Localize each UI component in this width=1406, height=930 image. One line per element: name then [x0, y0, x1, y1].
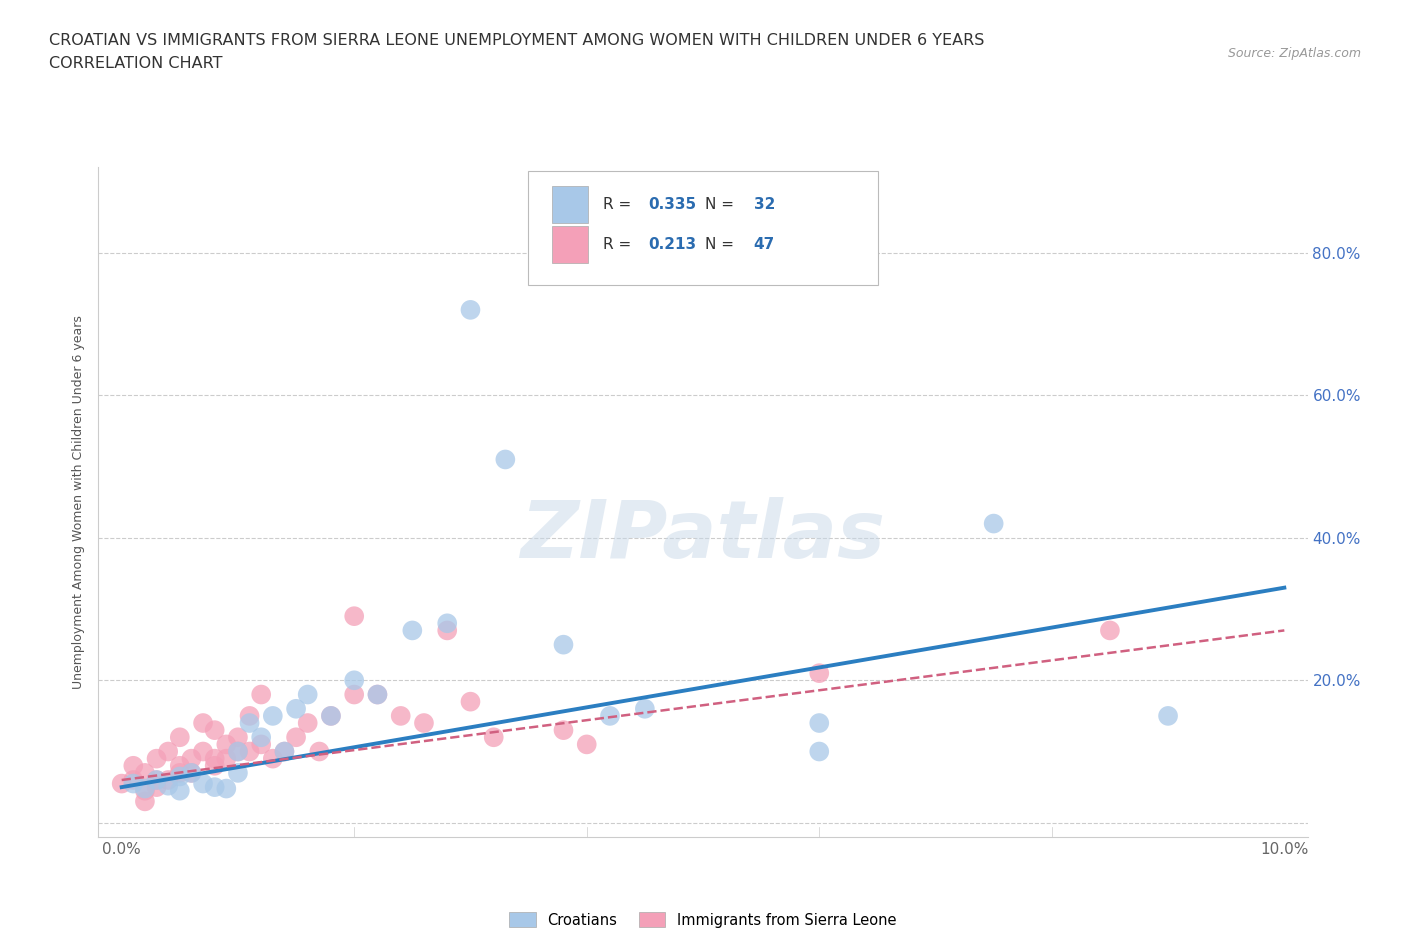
Text: N =: N = [706, 197, 740, 212]
Point [122, 758, 145, 773]
Point [134, 794, 156, 809]
Point [983, 516, 1005, 531]
Point [145, 779, 167, 794]
Point [308, 744, 330, 759]
Point [343, 609, 366, 624]
Point [180, 751, 202, 766]
Point [180, 765, 202, 780]
Point [215, 751, 238, 766]
Text: 0.213: 0.213 [648, 237, 697, 252]
FancyBboxPatch shape [553, 186, 588, 222]
FancyBboxPatch shape [553, 226, 588, 263]
Point [436, 623, 458, 638]
Point [250, 687, 273, 702]
Point [366, 687, 388, 702]
Point [180, 765, 202, 780]
Point [297, 715, 319, 730]
Point [553, 637, 575, 652]
Point [273, 744, 295, 759]
Point [157, 778, 180, 793]
Point [204, 779, 226, 794]
Text: Source: ZipAtlas.com: Source: ZipAtlas.com [1227, 46, 1361, 60]
Point [191, 744, 214, 759]
Point [262, 751, 284, 766]
Point [191, 715, 214, 730]
Point [204, 758, 226, 773]
Point [460, 302, 482, 317]
Point [169, 730, 191, 745]
Point [808, 666, 831, 681]
Point [215, 737, 238, 751]
Point [285, 701, 308, 716]
Point [634, 701, 657, 716]
Point [319, 709, 342, 724]
Point [226, 744, 249, 759]
Text: CORRELATION CHART: CORRELATION CHART [49, 56, 222, 71]
Point [215, 781, 238, 796]
FancyBboxPatch shape [527, 171, 879, 285]
Text: R =: R = [603, 197, 636, 212]
Text: 0.335: 0.335 [648, 197, 697, 212]
Legend: Croatians, Immigrants from Sierra Leone: Croatians, Immigrants from Sierra Leone [503, 907, 903, 930]
Point [401, 623, 423, 638]
Point [482, 730, 505, 745]
Text: 47: 47 [754, 237, 775, 252]
Point [145, 773, 167, 788]
Point [413, 715, 436, 730]
Point [366, 687, 388, 702]
Point [599, 709, 621, 724]
Point [226, 730, 249, 745]
Point [575, 737, 598, 751]
Point [169, 758, 191, 773]
Point [1098, 623, 1121, 638]
Point [122, 773, 145, 788]
Point [297, 687, 319, 702]
Point [191, 777, 214, 791]
Point [134, 781, 156, 796]
Point [145, 773, 167, 788]
Text: ZIPatlas: ZIPatlas [520, 497, 886, 575]
Point [157, 744, 180, 759]
Y-axis label: Unemployment Among Women with Children Under 6 years: Unemployment Among Women with Children U… [72, 315, 86, 689]
Point [111, 777, 134, 791]
Point [134, 765, 156, 780]
Point [145, 751, 167, 766]
Point [239, 709, 262, 724]
Point [204, 723, 226, 737]
Point [808, 744, 831, 759]
Point [273, 744, 295, 759]
Point [389, 709, 412, 724]
Point [239, 744, 262, 759]
Point [343, 672, 366, 687]
Point [436, 616, 458, 631]
Point [285, 730, 308, 745]
Point [226, 765, 249, 780]
Point [169, 783, 191, 798]
Point [157, 773, 180, 788]
Point [494, 452, 516, 467]
Point [169, 765, 191, 780]
Point [808, 715, 831, 730]
Point [319, 709, 342, 724]
Point [134, 783, 156, 798]
Point [460, 694, 482, 709]
Point [1157, 709, 1180, 724]
Point [122, 777, 145, 791]
Point [262, 709, 284, 724]
Text: CROATIAN VS IMMIGRANTS FROM SIERRA LEONE UNEMPLOYMENT AMONG WOMEN WITH CHILDREN : CROATIAN VS IMMIGRANTS FROM SIERRA LEONE… [49, 33, 984, 47]
Point [239, 715, 262, 730]
Text: R =: R = [603, 237, 636, 252]
Point [204, 751, 226, 766]
Point [226, 744, 249, 759]
Text: 32: 32 [754, 197, 775, 212]
Point [169, 769, 191, 784]
Text: N =: N = [706, 237, 740, 252]
Point [250, 730, 273, 745]
Point [250, 737, 273, 751]
Point [343, 687, 366, 702]
Point [553, 723, 575, 737]
